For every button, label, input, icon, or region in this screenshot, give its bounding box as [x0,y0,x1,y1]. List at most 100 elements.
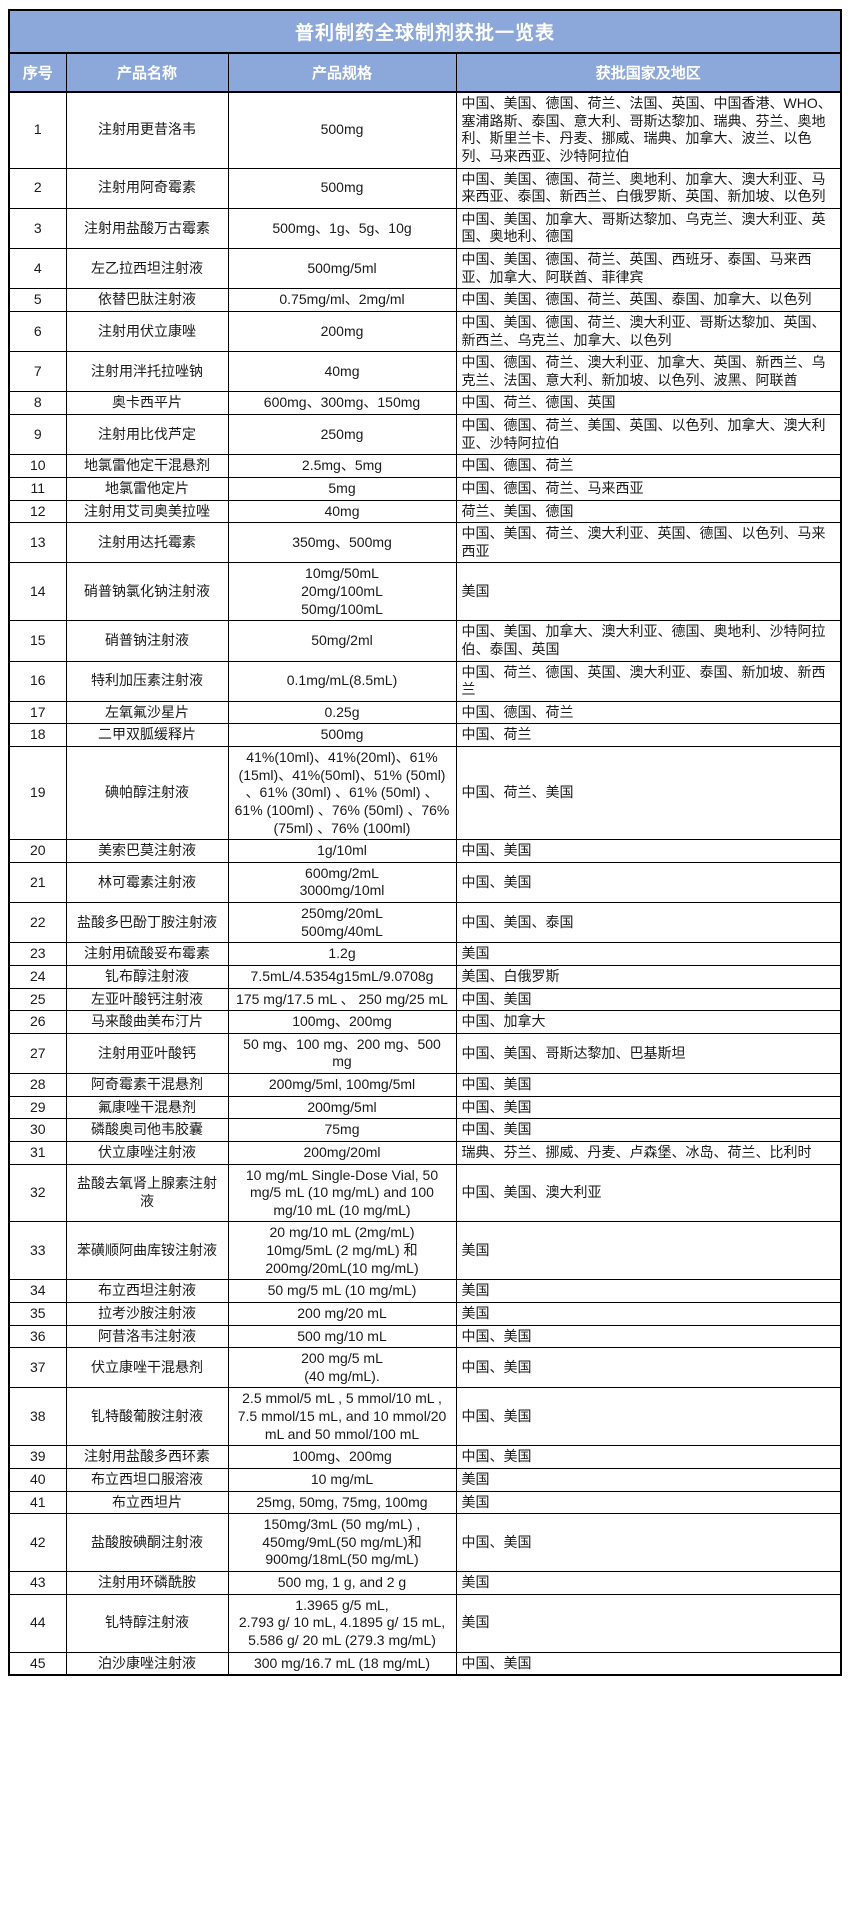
cell-product-spec: 150mg/3mL (50 mg/mL) , 450mg/9mL(50 mg/m… [227,1513,457,1572]
cell-product-name: 美索巴莫注射液 [65,839,229,863]
cell-product-spec: 500mg [227,723,457,747]
cell-product-spec: 50 mg/5 mL (10 mg/mL) [227,1279,457,1303]
title-row: 普利制药全球制剂获批一览表 [8,9,842,54]
table-row: 25 左亚叶酸钙注射液 175 mg/17.5 mL 、 250 mg/25 m… [8,987,842,1012]
table-row: 31 伏立康唑注射液 200mg/20ml 瑞典、芬兰、挪威、丹麦、卢森堡、冰岛… [8,1140,842,1165]
cell-product-spec: 500 mg/10 mL [227,1324,457,1349]
table-row: 38 钆特酸葡胺注射液 2.5 mmol/5 mL , 5 mmol/10 mL… [8,1387,842,1447]
cell-product-name: 钆布醇注射液 [65,964,229,989]
cell-product-name: 注射用艾司奥美拉唑 [65,499,229,524]
cell-product-name: 布立西坦片 [65,1490,229,1515]
cell-sequence-number: 6 [8,310,67,353]
cell-sequence-number: 16 [8,660,67,702]
cell-product-spec: 500 mg, 1 g, and 2 g [227,1571,457,1595]
cell-approved-regions: 中国、德国、荷兰、澳大利亚、加拿大、英国、新西兰、乌克兰、法国、意大利、新加坡、… [455,351,842,393]
cell-sequence-number: 27 [8,1032,67,1075]
table-row: 17 左氧氟沙星片 0.25g 中国、德国、荷兰 [8,700,842,725]
table-row: 45 泊沙康唑注射液 300 mg/16.7 mL (18 mg/mL) 中国、… [8,1651,842,1676]
cell-approved-regions: 中国、美国 [455,1073,842,1097]
cell-approved-regions: 中国、德国、荷兰 [455,700,842,725]
table-row: 26 马来酸曲美布汀片 100mg、200mg 中国、加拿大 [8,1010,842,1034]
cell-product-spec: 75mg [227,1118,457,1142]
cell-approved-regions: 瑞典、芬兰、挪威、丹麦、卢森堡、冰岛、荷兰、比利时 [455,1140,842,1165]
cell-product-name: 注射用盐酸万古霉素 [65,207,229,250]
cell-approved-regions: 中国、美国 [455,839,842,863]
cell-product-name: 地氯雷他定片 [65,476,229,501]
cell-sequence-number: 40 [8,1467,67,1492]
cell-approved-regions: 中国、德国、荷兰 [455,454,842,478]
cell-product-name: 注射用更昔洛韦 [65,91,229,169]
table-row: 18 二甲双胍缓释片 500mg 中国、荷兰 [8,723,842,747]
cell-sequence-number: 3 [8,207,67,250]
cell-approved-regions: 中国、美国、德国、荷兰、英国、泰国、加拿大、以色列 [455,288,842,312]
cell-product-spec: 200 mg/20 mL [227,1301,457,1326]
cell-product-spec: 600mg、300mg、150mg [227,391,457,415]
cell-sequence-number: 15 [8,620,67,662]
cell-approved-regions: 美国 [455,1571,842,1595]
cell-product-name: 拉考沙胺注射液 [65,1301,229,1326]
cell-sequence-number: 18 [8,723,67,747]
cell-product-name: 碘帕醇注射液 [65,745,229,841]
cell-product-spec: 40mg [227,351,457,393]
cell-approved-regions: 中国、荷兰、美国 [455,745,842,841]
cell-sequence-number: 33 [8,1221,67,1281]
cell-product-name: 依替巴肽注射液 [65,288,229,312]
table-row: 30 磷酸奥司他韦胶囊 75mg 中国、美国 [8,1118,842,1142]
table-row: 4 左乙拉西坦注射液 500mg/5ml 中国、美国、德国、荷兰、英国、西班牙、… [8,247,842,290]
cell-product-name: 泊沙康唑注射液 [65,1651,229,1676]
cell-product-spec: 1.2g [227,942,457,966]
cell-approved-regions: 中国、美国 [455,987,842,1012]
cell-sequence-number: 37 [8,1347,67,1389]
cell-product-spec: 100mg、200mg [227,1445,457,1469]
column-header-no: 序号 [8,52,67,93]
cell-product-spec: 500mg [227,167,457,209]
cell-product-name: 硝普钠注射液 [65,620,229,662]
cell-product-spec: 0.1mg/mL(8.5mL) [227,660,457,702]
cell-product-spec: 350mg、500mg [227,522,457,564]
cell-sequence-number: 12 [8,499,67,524]
cell-approved-regions: 美国 [455,1593,842,1653]
cell-product-spec: 5mg [227,476,457,501]
table-row: 41 布立西坦片 25mg, 50mg, 75mg, 100mg 美国 [8,1490,842,1515]
cell-sequence-number: 19 [8,745,67,841]
cell-product-name: 磷酸奥司他韦胶囊 [65,1118,229,1142]
table-row: 5 依替巴肽注射液 0.75mg/ml、2mg/ml 中国、美国、德国、荷兰、英… [8,288,842,312]
cell-product-name: 布立西坦口服溶液 [65,1467,229,1492]
table-row: 23 注射用硫酸妥布霉素 1.2g 美国 [8,942,842,966]
cell-approved-regions: 美国 [455,562,842,622]
cell-sequence-number: 9 [8,413,67,456]
cell-product-spec: 20 mg/10 mL (2mg/mL) 10mg/5mL (2 mg/mL) … [227,1221,457,1281]
cell-product-spec: 25mg, 50mg, 75mg, 100mg [227,1490,457,1515]
cell-product-spec: 10mg/50mL 20mg/100mL 50mg/100mL [227,562,457,622]
table-body: 1 注射用更昔洛韦 500mg 中国、美国、德国、荷兰、法国、英国、中国香港、W… [8,91,842,1676]
cell-approved-regions: 荷兰、美国、德国 [455,499,842,524]
cell-approved-regions: 中国、美国、泰国 [455,901,842,944]
cell-product-spec: 500mg [227,91,457,169]
cell-product-name: 奥卡西平片 [65,391,229,415]
table-row: 3 注射用盐酸万古霉素 500mg、1g、5g、10g 中国、美国、加拿大、哥斯… [8,207,842,250]
cell-product-name: 地氯雷他定干混悬剂 [65,454,229,478]
table-row: 14 硝普钠氯化钠注射液 10mg/50mL 20mg/100mL 50mg/1… [8,562,842,622]
cell-product-name: 注射用泮托拉唑钠 [65,351,229,393]
cell-sequence-number: 11 [8,476,67,501]
cell-sequence-number: 42 [8,1513,67,1572]
table-row: 40 布立西坦口服溶液 10 mg/mL 美国 [8,1467,842,1492]
cell-product-spec: 40mg [227,499,457,524]
cell-sequence-number: 23 [8,942,67,966]
column-header-name: 产品名称 [65,52,229,93]
cell-sequence-number: 7 [8,351,67,393]
cell-sequence-number: 36 [8,1324,67,1349]
cell-approved-regions: 中国、美国、荷兰、澳大利亚、英国、德国、以色列、马来西亚 [455,522,842,564]
cell-sequence-number: 45 [8,1651,67,1676]
cell-product-spec: 10 mg/mL Single-Dose Vial, 50 mg/5 mL (1… [227,1163,457,1223]
cell-approved-regions: 中国、德国、荷兰、美国、英国、以色列、加拿大、澳大利亚、沙特阿拉伯 [455,413,842,456]
cell-product-name: 林可霉素注射液 [65,861,229,904]
cell-approved-regions: 中国、美国、澳大利亚 [455,1163,842,1223]
cell-product-spec: 2.5 mmol/5 mL , 5 mmol/10 mL , 7.5 mmol/… [227,1387,457,1447]
cell-product-spec: 50mg/2ml [227,620,457,662]
table-title: 普利制药全球制剂获批一览表 [8,9,842,54]
cell-approved-regions: 中国、美国、德国、荷兰、法国、英国、中国香港、WHO、塞浦路斯、泰国、意大利、哥… [455,91,842,169]
cell-product-spec: 300 mg/16.7 mL (18 mg/mL) [227,1651,457,1676]
cell-approved-regions: 中国、美国、加拿大、澳大利亚、德国、奥地利、沙特阿拉伯、泰国、英国 [455,620,842,662]
cell-product-name: 注射用比伐芦定 [65,413,229,456]
